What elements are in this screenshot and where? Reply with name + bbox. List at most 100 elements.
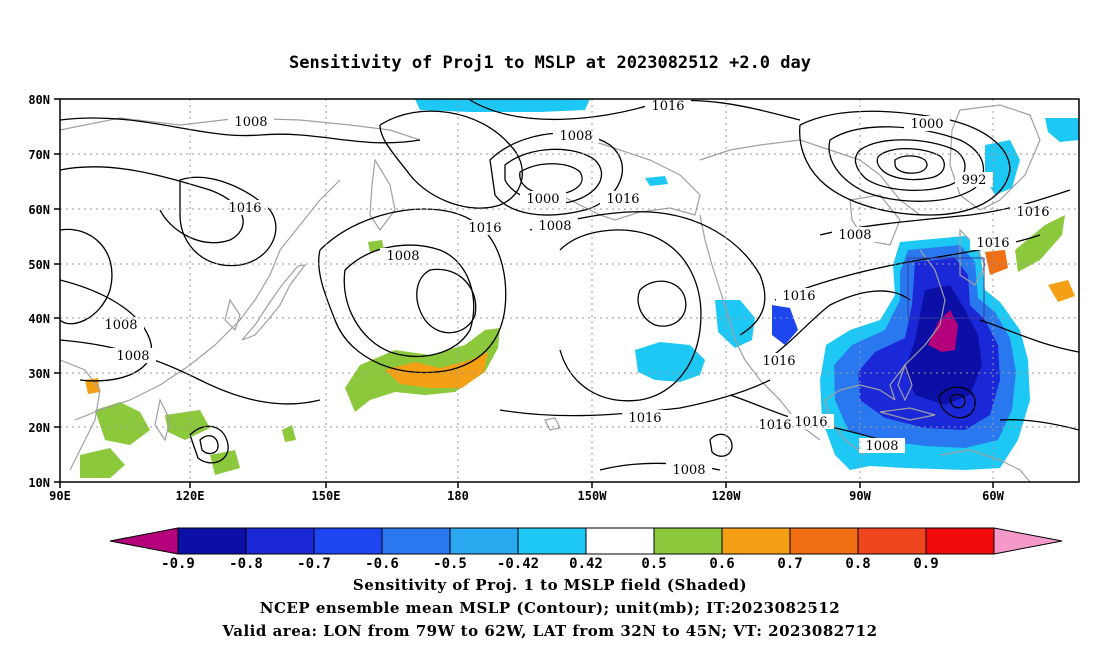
positive-patch-wpac: [165, 410, 210, 440]
coast-alaska: [559, 139, 701, 221]
coast-philippines: [154, 398, 171, 442]
colorbar-tick-label: -0.9: [161, 556, 195, 572]
contour-label: 1008: [865, 439, 898, 454]
positive-patch-philippines: [95, 402, 150, 445]
contour-label: 1016: [606, 192, 639, 207]
sensitivity-shading: [415, 99, 1079, 470]
coast-florida: [897, 363, 913, 402]
colorbar-segment: [585, 527, 655, 555]
contour-line: [979, 319, 1079, 353]
negative-sensitivity-peak: [928, 310, 958, 352]
contour-label: 1008: [234, 115, 267, 130]
coast-hawaii: [544, 417, 561, 431]
coast-hudson-bay: [849, 194, 901, 246]
coast-south-america: [939, 449, 1031, 482]
negative-patch-greenland: [985, 140, 1020, 195]
contour-label: 1016: [228, 201, 261, 216]
contour-label: 1016: [651, 99, 684, 114]
positive-patch-labrador: [985, 250, 1008, 275]
map-frame: [59, 98, 1080, 483]
lat-label: 60N: [28, 203, 50, 217]
lon-labels: 90E 120E 150E 180 150W 120W 90W 60W: [49, 489, 1004, 503]
contour-line: [759, 290, 911, 366]
contour-label: 1008: [386, 249, 419, 264]
lat-label: 30N: [28, 367, 50, 381]
negative-patch-arctic: [415, 99, 590, 112]
contour-labels: 1008 1016 1008 1016 1008 1000 1008 1016 …: [104, 99, 1050, 478]
contour-label: 1016: [782, 289, 815, 304]
coast-east-asia: [74, 179, 341, 421]
mslp-contours: [60, 99, 1079, 471]
contour-label: 1008: [559, 129, 592, 144]
lon-label: 90W: [849, 489, 871, 503]
contour-label: 1000: [526, 192, 559, 207]
contour-line: [379, 110, 523, 209]
coast-kamchatka: [369, 158, 396, 232]
coast-korea: [224, 298, 241, 332]
colorbar-tick-label: -0.8: [229, 556, 263, 572]
lon-label: 120E: [176, 489, 205, 503]
positive-sensitivity: [80, 215, 1075, 478]
contour-line: [60, 339, 321, 405]
negative-patch-west-us: [772, 305, 798, 345]
contour-line: [179, 176, 277, 267]
graticule: [60, 99, 1079, 482]
colorbar-segment: [517, 527, 587, 555]
contour-label: 1016: [794, 415, 827, 430]
positive-patch-east-atlantic: [1048, 280, 1075, 302]
colorbar-tick-label: 0.42: [569, 556, 603, 572]
captions: Sensitivity of Proj. 1 to MSLP field (Sh…: [221, 576, 877, 640]
contour-label: 1000: [910, 117, 943, 132]
colorbar-segment: [177, 527, 247, 555]
contour-label: 1016: [468, 221, 501, 236]
contour-label: 1008: [104, 318, 137, 333]
contour-line: [343, 244, 475, 358]
lon-label: 60W: [982, 489, 1004, 503]
coast-japan: [241, 264, 307, 341]
contour-label: 1016: [758, 418, 791, 433]
contour-line: [416, 268, 477, 334]
lat-labels: 80N 70N 60N 50N 40N 30N 20N 10N: [28, 93, 50, 490]
positive-core-central-pacific: [385, 352, 488, 388]
colorbar-segment: [925, 527, 995, 555]
colorbar-tick-label: 0.7: [777, 556, 802, 572]
coast-indochina: [60, 359, 101, 471]
colorbar-tick-label: -0.6: [365, 556, 399, 572]
colorbar-tick-label: 0.8: [845, 556, 870, 572]
colorbar-tick-label: 0.6: [709, 556, 734, 572]
contour-label: 1008: [672, 463, 705, 478]
lon-label: 180: [447, 489, 469, 503]
colorbar-tick-label: 0.5: [641, 556, 666, 572]
colorbar-segment: [857, 527, 927, 555]
positive-patch-north-atlantic: [1015, 215, 1065, 272]
colorbar-segment: [789, 527, 859, 555]
colorbar-segment: [653, 527, 723, 555]
positive-patch-india: [85, 378, 100, 394]
contour-line: [489, 132, 624, 216]
positive-patch-wpac-2: [210, 450, 240, 475]
contour-label: 1016: [1016, 205, 1049, 220]
colorbar-segment: [449, 527, 519, 555]
contour-line: [559, 229, 702, 402]
contour-line: [799, 110, 1011, 216]
contour-line: [894, 155, 928, 174]
coast-gulf-mexico: [824, 384, 896, 456]
contour-line: [938, 386, 976, 419]
caption-line-2: NCEP ensemble mean MSLP (Contour); unit(…: [260, 599, 840, 617]
colorbar-left-arrow: [109, 527, 179, 555]
contour-label: 1016: [628, 411, 661, 426]
caption-line-1: Sensitivity of Proj. 1 to MSLP field (Sh…: [353, 576, 747, 594]
contour-line: [949, 393, 966, 409]
contour-line: [60, 228, 113, 325]
valid-area-box: [907, 257, 985, 319]
lon-label: 120W: [712, 489, 742, 503]
coast-north-america-west: [699, 214, 821, 441]
contour-label: 1008: [538, 219, 571, 234]
colorbar-tick-label: -0.42: [497, 556, 539, 572]
lon-label: 150W: [578, 489, 608, 503]
caption-line-3: Valid area: LON from 79W to 62W, LAT fro…: [221, 622, 877, 640]
coast-greenland: [949, 104, 1041, 211]
axis-ticks: [54, 98, 994, 488]
contour-line: [876, 148, 945, 181]
coastlines: [60, 104, 1041, 482]
